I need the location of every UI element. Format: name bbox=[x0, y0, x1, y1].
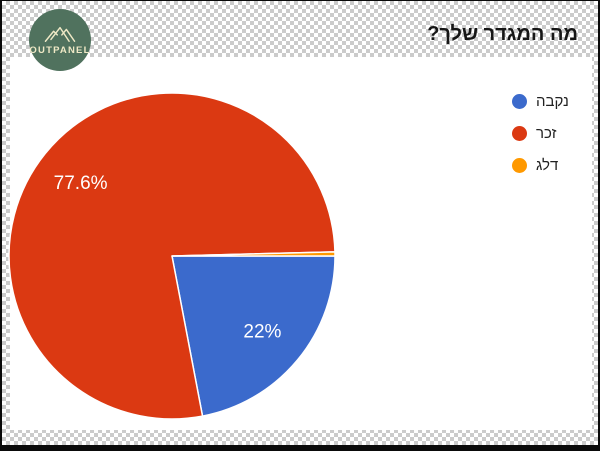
legend-item-label: דלג bbox=[536, 156, 559, 174]
pie-slice-percentage-label: 77.6% bbox=[54, 173, 108, 194]
pie-slice-percentage-label: 22% bbox=[243, 321, 281, 342]
legend-item: נקבה bbox=[512, 88, 569, 114]
pie-chart: 22% 77.6% bbox=[8, 92, 336, 420]
pie-slice[interactable] bbox=[171, 255, 336, 417]
outpanel-logo-badge: OUTPANEL bbox=[29, 9, 91, 71]
legend-item: דלג bbox=[512, 152, 569, 178]
legend-item-label: נקבה bbox=[536, 92, 569, 110]
legend-color-dot bbox=[512, 125, 527, 141]
legend-item-label: זכר bbox=[536, 124, 557, 142]
legend-color-dot bbox=[512, 157, 527, 173]
question-title: מה המגדר שלך? bbox=[427, 23, 578, 45]
legend-color-dot bbox=[512, 93, 527, 109]
legend-item: זכר bbox=[512, 120, 569, 146]
pie-slice[interactable] bbox=[171, 251, 336, 257]
chart-legend: נקבה זכר דלג bbox=[512, 88, 569, 178]
logo-brand-text: OUTPANEL bbox=[29, 45, 91, 57]
mountains-icon bbox=[44, 27, 76, 43]
